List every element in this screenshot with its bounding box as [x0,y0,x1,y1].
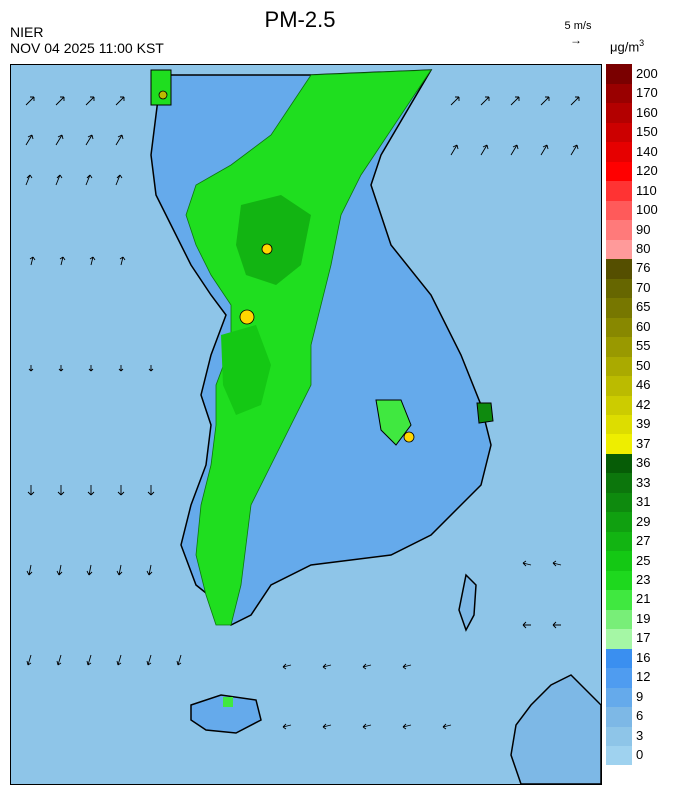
legend-swatch [606,83,632,104]
legend-label: 150 [636,124,658,140]
map-title: PM-2.5 [264,7,336,32]
legend-swatch [606,492,632,513]
legend-swatch [606,278,632,299]
legend-swatch [606,141,632,162]
legend-swatch [606,180,632,201]
legend-swatch [606,648,632,669]
color-legend [606,64,632,766]
legend-label: 29 [636,513,651,529]
legend-swatch [606,336,632,357]
legend-label: 27 [636,533,651,549]
legend-label: 36 [636,455,651,471]
legend-swatch [606,667,632,688]
legend-swatch [606,570,632,591]
legend-label: 37 [636,435,651,451]
legend-swatch [606,219,632,240]
legend-swatch [606,317,632,338]
unit-text: μg/m [610,39,640,55]
legend-swatch [606,297,632,318]
legend-label: 9 [636,688,644,704]
pohang-patch [476,402,494,424]
legend-label: 70 [636,279,651,295]
legend-label: 100 [636,202,658,218]
north-patch [150,69,172,106]
legend-label: 76 [636,260,651,276]
legend-swatch [606,239,632,260]
legend-label: 50 [636,357,651,373]
legend-swatch [606,64,632,84]
north-hotspot [158,90,168,100]
daegu-patch [375,399,412,446]
jeju-island [190,694,262,734]
legend-label: 160 [636,104,658,120]
tsushima-island [458,573,477,632]
pm25-map [10,64,602,785]
legend-swatch [606,609,632,630]
japan-landmass [510,674,601,784]
legend-label: 3 [636,727,644,743]
legend-label: 80 [636,240,651,256]
daegu-hotspot [403,431,415,443]
legend-label: 25 [636,552,651,568]
legend-swatch [606,589,632,610]
legend-swatch [606,102,632,123]
legend-label: 90 [636,221,651,237]
legend-label: 170 [636,85,658,101]
legend-label: 120 [636,163,658,179]
high-pm-core-south [221,325,271,415]
legend-label: 23 [636,572,651,587]
legend-swatch [606,433,632,454]
legend-label: 21 [636,591,651,607]
legend-swatch [606,726,632,747]
pyeongtaek-hotspot [239,309,255,325]
map-svg [25,69,601,784]
legend-label: 31 [636,494,651,510]
legend-swatch [606,628,632,649]
legend-swatch [606,453,632,474]
legend-label: 17 [636,630,651,646]
legend-label: 46 [636,377,651,393]
legend-label: 140 [636,143,658,159]
timestamp-label: NOV 04 2025 11:00 KST [10,40,164,56]
legend-swatch [606,531,632,552]
legend-label: 55 [636,338,651,354]
legend-label: 200 [636,65,658,81]
legend-label: 60 [636,318,651,334]
legend-swatch [606,706,632,727]
legend-label: 0 [636,747,644,763]
legend-swatch [606,161,632,182]
legend-swatch [606,745,632,766]
legend-label: 6 [636,708,644,724]
legend-swatch [606,472,632,493]
legend-swatch [606,511,632,532]
seoul-hotspot [261,243,273,255]
legend-label: 39 [636,416,651,432]
legend-swatch [606,258,632,279]
unit-label: μg/m3 [610,38,644,54]
wind-reference-arrow-icon: → [570,33,582,47]
legend-swatch [606,395,632,415]
organization-label: NIER [10,24,44,40]
legend-label: 12 [636,669,651,685]
legend-swatch [606,200,632,221]
legend-swatch [606,550,632,571]
legend-label: 19 [636,610,651,626]
wind-vectors [25,96,580,730]
jeju-hotspot [223,697,233,707]
legend-swatch [606,356,632,377]
unit-exponent: 3 [639,38,645,48]
legend-label: 65 [636,299,651,315]
legend-label: 33 [636,474,651,490]
high-pm-core [236,195,311,285]
legend-label: 16 [636,649,651,665]
legend-swatch [606,375,632,396]
legend-swatch [606,687,632,708]
wind-reference-label: 5 m/s [564,20,592,32]
legend-swatch [606,414,632,435]
legend-label: 42 [636,396,651,412]
legend-label: 110 [636,182,657,198]
legend-swatch [606,122,632,143]
